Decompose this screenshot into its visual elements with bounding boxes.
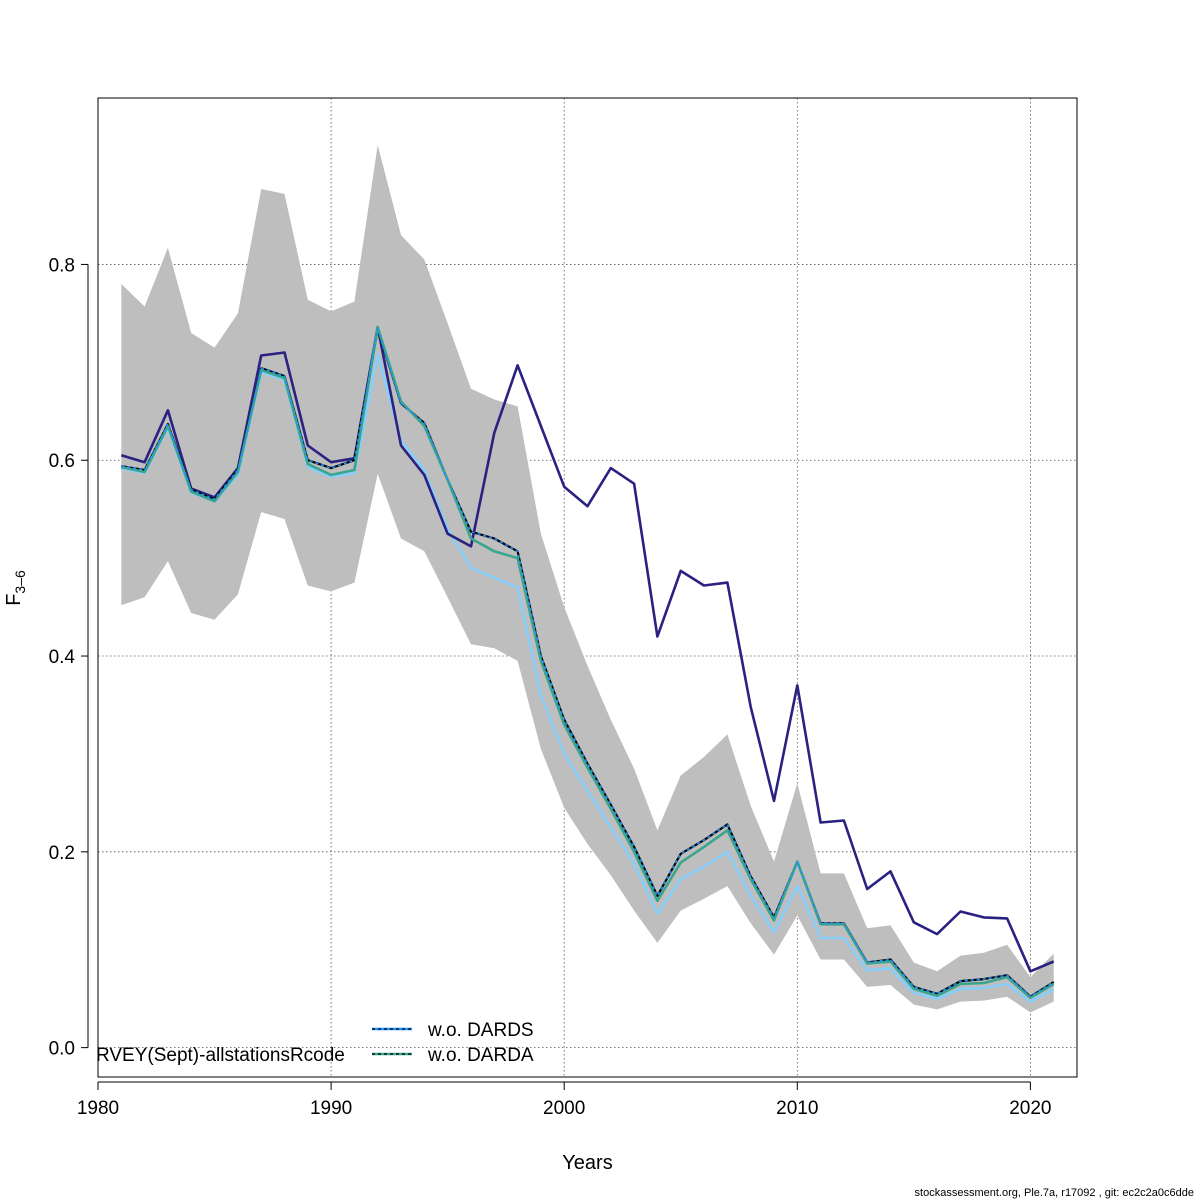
x-tick-label-2020: 2020 (1009, 1098, 1051, 1119)
x-axis-title: Years (562, 1152, 612, 1174)
inset-label: RVEY(Sept)-allstationsRcode (96, 1045, 345, 1066)
y-axis-title-subscript: 3–6 (12, 570, 28, 594)
plot-frame (97, 97, 1078, 1078)
y-tick-label-0.4: 0.4 (49, 647, 76, 668)
y-axis-title-main: F (3, 594, 25, 606)
axes: 1980 1990 2000 2010 2020 0.0 0.2 0.4 0.6 0.8 (49, 255, 1052, 1119)
confidence-band (121, 145, 1054, 1013)
y-tick-label-0.8: 0.8 (49, 255, 75, 276)
y-tick-label-0.6: 0.6 (49, 451, 75, 472)
footer-caption: stockassessment.org, Ple.7a, r17092 , gi… (915, 1187, 1194, 1199)
confidence-band-area (121, 145, 1054, 1013)
legend-label-0: w.o. DARDS (427, 1020, 534, 1041)
svg-text:F3–6: F3–6 (3, 570, 28, 606)
y-tick-label-0.2: 0.2 (49, 843, 75, 864)
y-axis-title: F3–6 (3, 570, 28, 606)
series-line-4 (121, 325, 1055, 1000)
series-lines (120, 325, 1055, 1003)
legend-label-1: w.o. DARDA (427, 1045, 534, 1066)
x-tick-label-1980: 1980 (77, 1098, 119, 1119)
x-tick-label-1990: 1990 (310, 1098, 352, 1119)
x-tick-label-2010: 2010 (776, 1098, 818, 1119)
series-line-1 (121, 353, 1055, 1003)
series-line-0 (120, 325, 1055, 973)
y-tick-label-0.0: 0.0 (49, 1039, 75, 1060)
legend: w.o. DARDS w.o. DARDA (372, 1020, 534, 1066)
x-tick-label-2000: 2000 (543, 1098, 585, 1119)
